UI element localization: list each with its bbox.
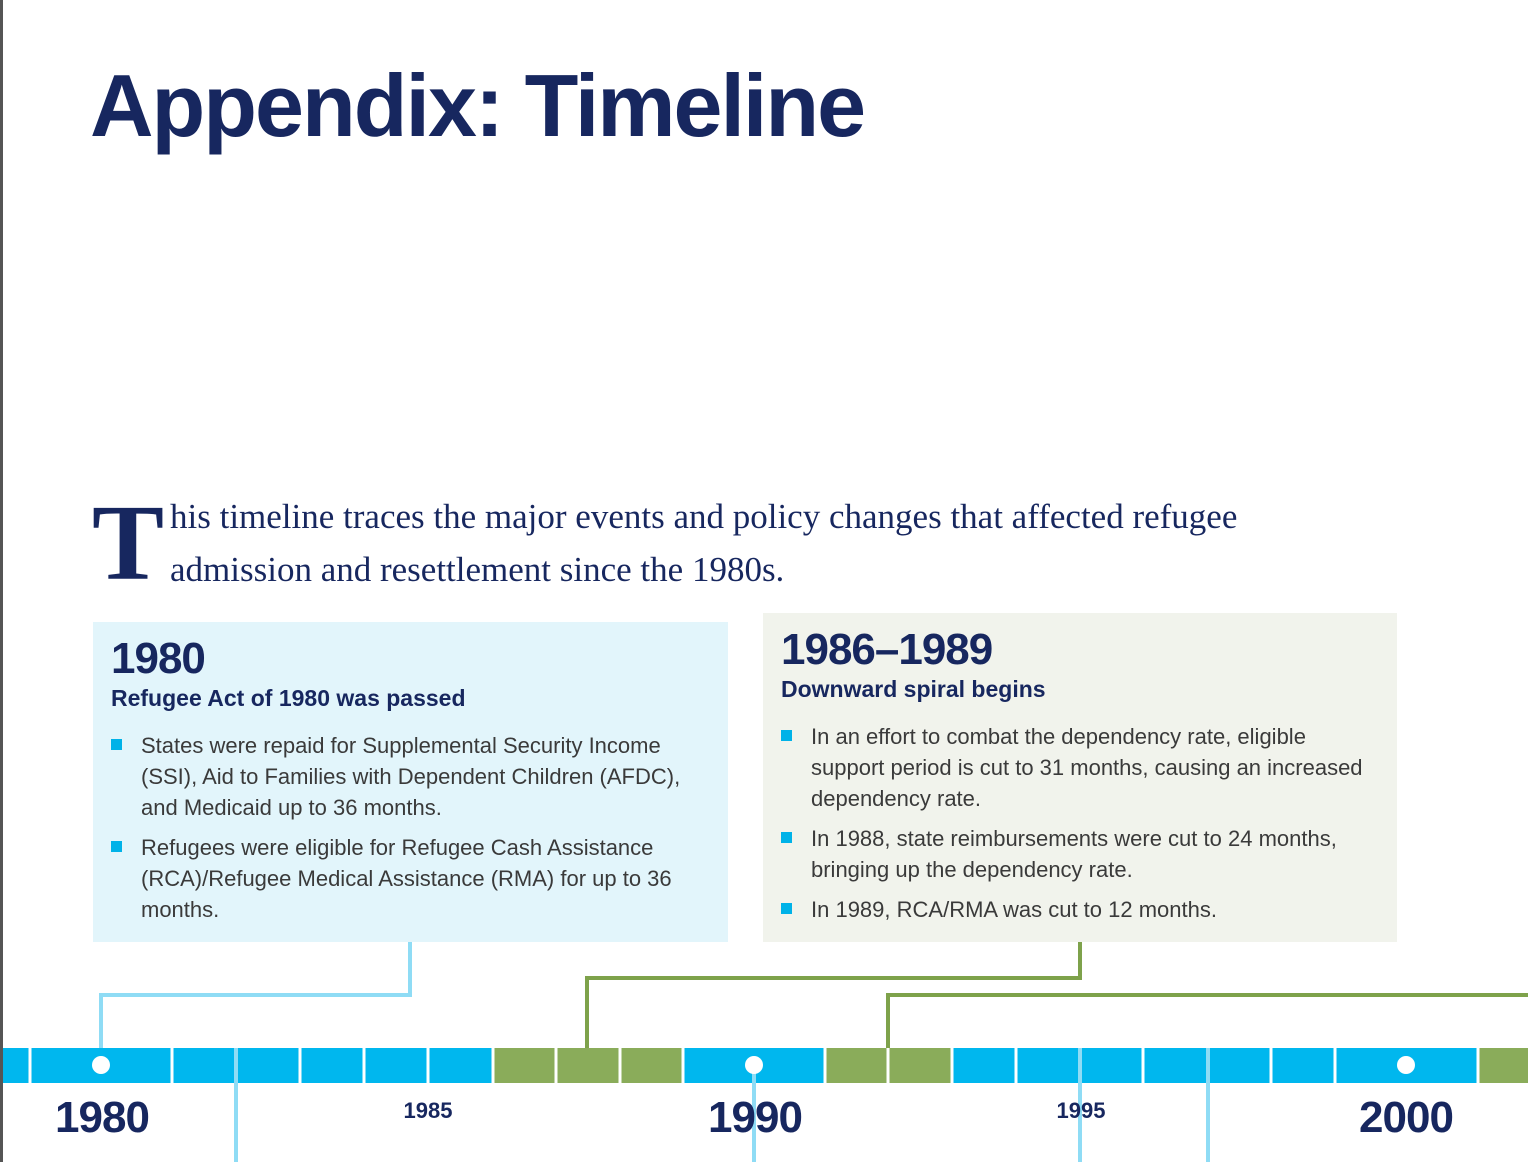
page-left-border xyxy=(0,0,3,1162)
square-bullet-icon xyxy=(111,841,122,853)
card-subtitle: Refugee Act of 1980 was passed xyxy=(111,684,466,711)
timeline-bar xyxy=(3,1048,1528,1083)
intro-paragraph: T his timeline traces the major events a… xyxy=(92,484,1382,603)
list-item: Refugees were eligible for Refugee Cash … xyxy=(111,832,710,925)
year-label-1990: 1990 xyxy=(708,1093,803,1142)
bullet-text: In an effort to combat the dependency ra… xyxy=(811,724,1363,812)
square-bullet-icon xyxy=(781,903,792,915)
timeline-segment-blue xyxy=(952,1048,1478,1083)
square-bullet-icon xyxy=(781,730,792,742)
square-bullet-icon xyxy=(781,832,792,844)
list-item: In 1988, state reimbursements were cut t… xyxy=(781,823,1379,885)
year-label-2000: 2000 xyxy=(1359,1093,1454,1142)
decade-marker-dot xyxy=(1397,1056,1415,1074)
timeline-segment-blue xyxy=(3,1048,493,1083)
year-label-1980: 1980 xyxy=(55,1093,150,1142)
card-1980-refugee-act: 1980 Refugee Act of 1980 was passed Stat… xyxy=(93,622,728,942)
bullet-text: States were repaid for Supplemental Secu… xyxy=(141,733,681,821)
card-bullet-list: In an effort to combat the dependency ra… xyxy=(781,721,1379,925)
bullet-text: Refugees were eligible for Refugee Cash … xyxy=(141,835,672,923)
bullet-text: In 1988, state reimbursements were cut t… xyxy=(811,826,1337,883)
timeline-ticks xyxy=(234,1048,1210,1162)
card-year: 1986–1989 xyxy=(781,625,993,674)
list-item: In an effort to combat the dependency ra… xyxy=(781,721,1379,814)
timeline-dividers xyxy=(28,1048,1480,1083)
connector-right xyxy=(886,993,1528,1048)
timeline-segment-green xyxy=(1478,1048,1528,1083)
decade-marker-dot xyxy=(745,1056,763,1074)
card-subtitle: Downward spiral begins xyxy=(781,675,1046,702)
card-year: 1980 xyxy=(111,634,206,683)
page-title: Appendix: Timeline xyxy=(90,56,866,155)
list-item: States were repaid for Supplemental Secu… xyxy=(111,730,710,823)
connector-1986-1989 xyxy=(585,942,1082,1048)
bullet-text: In 1989, RCA/RMA was cut to 12 months. xyxy=(811,897,1217,923)
square-bullet-icon xyxy=(111,739,122,751)
timeline-segment-green xyxy=(493,1048,683,1083)
year-label-1985: 1985 xyxy=(403,1098,453,1123)
card-1986-1989-downward-spiral: 1986–1989 Downward spiral begins In an e… xyxy=(763,613,1397,942)
drop-cap: T xyxy=(92,484,165,603)
intro-text: his timeline traces the major events and… xyxy=(170,497,1238,589)
decade-marker-dot xyxy=(92,1056,110,1074)
list-item: In 1989, RCA/RMA was cut to 12 months. xyxy=(781,894,1379,925)
connector-1980 xyxy=(99,942,412,1063)
card-bullet-list: States were repaid for Supplemental Secu… xyxy=(111,730,710,925)
year-label-1995: 1995 xyxy=(1056,1098,1106,1123)
